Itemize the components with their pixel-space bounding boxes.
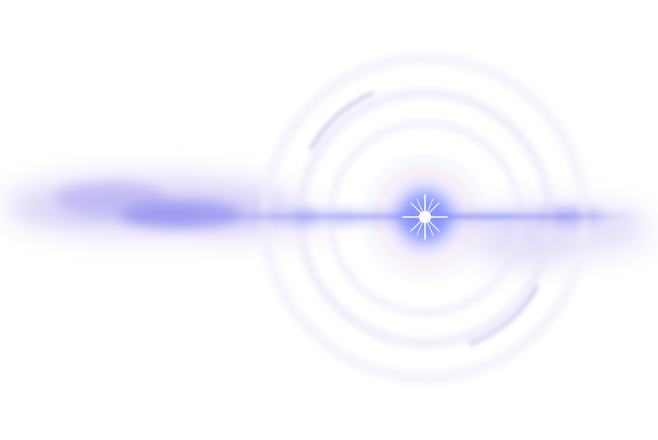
horizontal-streak: [10, 210, 658, 224]
arc-fragments: [309, 91, 539, 346]
starburst-rays: [402, 194, 448, 240]
left-haze-cloud: [5, 178, 330, 240]
